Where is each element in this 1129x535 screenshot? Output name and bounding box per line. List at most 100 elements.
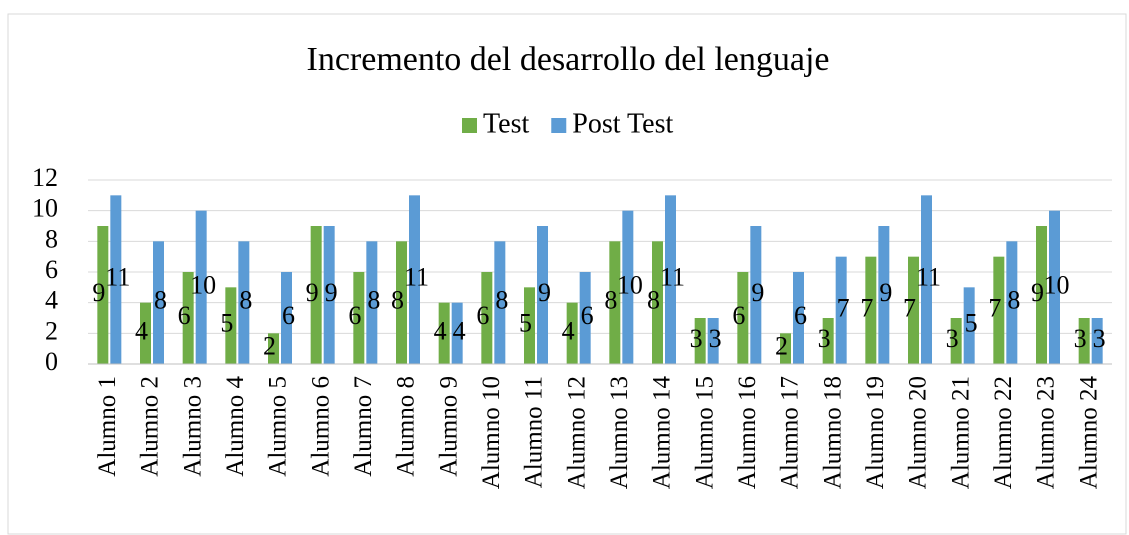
- bar: [1006, 241, 1018, 364]
- x-tick-label: Alumno 9: [435, 376, 462, 477]
- data-label: 3: [818, 324, 831, 353]
- x-tick-label: Alumno 20: [905, 376, 932, 489]
- bar: [524, 287, 535, 364]
- legend-label: Post Test: [572, 108, 673, 139]
- bar: [665, 195, 676, 364]
- data-label: 8: [604, 286, 617, 315]
- data-label: 3: [690, 324, 703, 353]
- data-label: 2: [775, 332, 788, 361]
- bar: [566, 302, 578, 364]
- x-tick-label: Alumno 3: [179, 376, 206, 477]
- x-tick-label: Alumno 1: [94, 376, 121, 477]
- data-label: 6: [348, 301, 361, 330]
- x-tick-label: Alumno 12: [563, 376, 590, 489]
- bar: [97, 226, 109, 364]
- x-tick-label: Alumno 23: [1033, 376, 1060, 489]
- data-label: 4: [562, 316, 575, 345]
- bar: [737, 272, 749, 364]
- bar: [780, 333, 791, 364]
- x-tick-label: Alumno 14: [649, 376, 676, 490]
- bar: [878, 226, 890, 364]
- y-tick-label: 12: [32, 163, 58, 192]
- bar: [366, 241, 378, 364]
- bar: [652, 241, 663, 364]
- bar: [323, 226, 335, 364]
- x-tick-label: Alumno 6: [307, 376, 334, 477]
- data-label: 8: [367, 286, 380, 315]
- data-label: 10: [617, 270, 643, 299]
- data-label: 9: [751, 278, 764, 307]
- data-label: 7: [903, 293, 916, 322]
- bar: [438, 302, 450, 364]
- data-label: 11: [916, 263, 941, 292]
- bar: [1036, 226, 1047, 364]
- bar: [195, 210, 207, 364]
- data-label: 7: [837, 293, 850, 322]
- bar: [707, 318, 719, 364]
- y-tick-label: 0: [45, 347, 58, 376]
- bar: [865, 256, 877, 364]
- data-label: 11: [660, 263, 685, 292]
- data-label: 8: [239, 286, 252, 315]
- bar: [110, 195, 122, 364]
- x-tick-label: Alumno 24: [1075, 376, 1102, 490]
- bar: [310, 226, 322, 364]
- bar: [409, 195, 420, 364]
- data-label: 8: [1007, 286, 1020, 315]
- data-label: 6: [476, 301, 489, 330]
- data-label: 9: [879, 278, 892, 307]
- bar: [481, 272, 493, 364]
- y-tick-label: 10: [32, 194, 58, 223]
- bar: [822, 318, 834, 364]
- data-label: 6: [178, 301, 191, 330]
- data-label: 9: [538, 278, 551, 307]
- data-label: 8: [154, 286, 167, 315]
- x-tick-label: Alumno 17: [777, 376, 804, 489]
- data-label: 8: [391, 286, 404, 315]
- x-tick-label: Alumno 22: [990, 376, 1017, 489]
- bar: [238, 241, 250, 364]
- bar: [694, 318, 706, 364]
- bar: [921, 195, 932, 364]
- data-label: 9: [325, 278, 338, 307]
- x-tick-label: Alumno 16: [734, 376, 761, 489]
- y-tick-label: 8: [45, 224, 58, 253]
- data-label: 10: [190, 270, 216, 299]
- bar: [579, 272, 591, 364]
- data-label: 9: [92, 278, 105, 307]
- bar: [835, 256, 847, 364]
- bar: [494, 241, 506, 364]
- bar: [963, 287, 975, 364]
- data-label: 6: [282, 301, 295, 330]
- x-tick-label: Alumno 11: [521, 376, 548, 488]
- data-label: 3: [946, 324, 959, 353]
- data-label: 10: [1044, 270, 1070, 299]
- legend-label: Test: [483, 108, 529, 139]
- bar: [268, 333, 279, 364]
- bar: [1049, 210, 1060, 364]
- y-tick-label: 6: [45, 255, 58, 284]
- bar: [353, 272, 365, 364]
- bar: [396, 241, 407, 364]
- data-label: 3: [1074, 324, 1087, 353]
- y-tick-label: 4: [45, 286, 58, 315]
- bar: [908, 256, 919, 364]
- bar: [950, 318, 962, 364]
- data-label: 4: [135, 316, 148, 345]
- chart-border: [7, 13, 1127, 535]
- bar: [537, 226, 548, 364]
- bar: [1078, 318, 1090, 364]
- x-tick-label: Alumno 13: [606, 376, 633, 489]
- data-label: 5: [220, 309, 233, 338]
- data-label: 8: [495, 286, 508, 315]
- data-label: 3: [1093, 324, 1106, 353]
- legend-swatch: [462, 118, 477, 133]
- data-label: 9: [1031, 278, 1044, 307]
- x-tick-label: Alumno 19: [862, 376, 889, 489]
- x-tick-label: Alumno 2: [137, 376, 164, 477]
- bar: [622, 210, 634, 364]
- bar: [1091, 318, 1103, 364]
- bar: [750, 226, 762, 364]
- data-label: 4: [434, 316, 447, 345]
